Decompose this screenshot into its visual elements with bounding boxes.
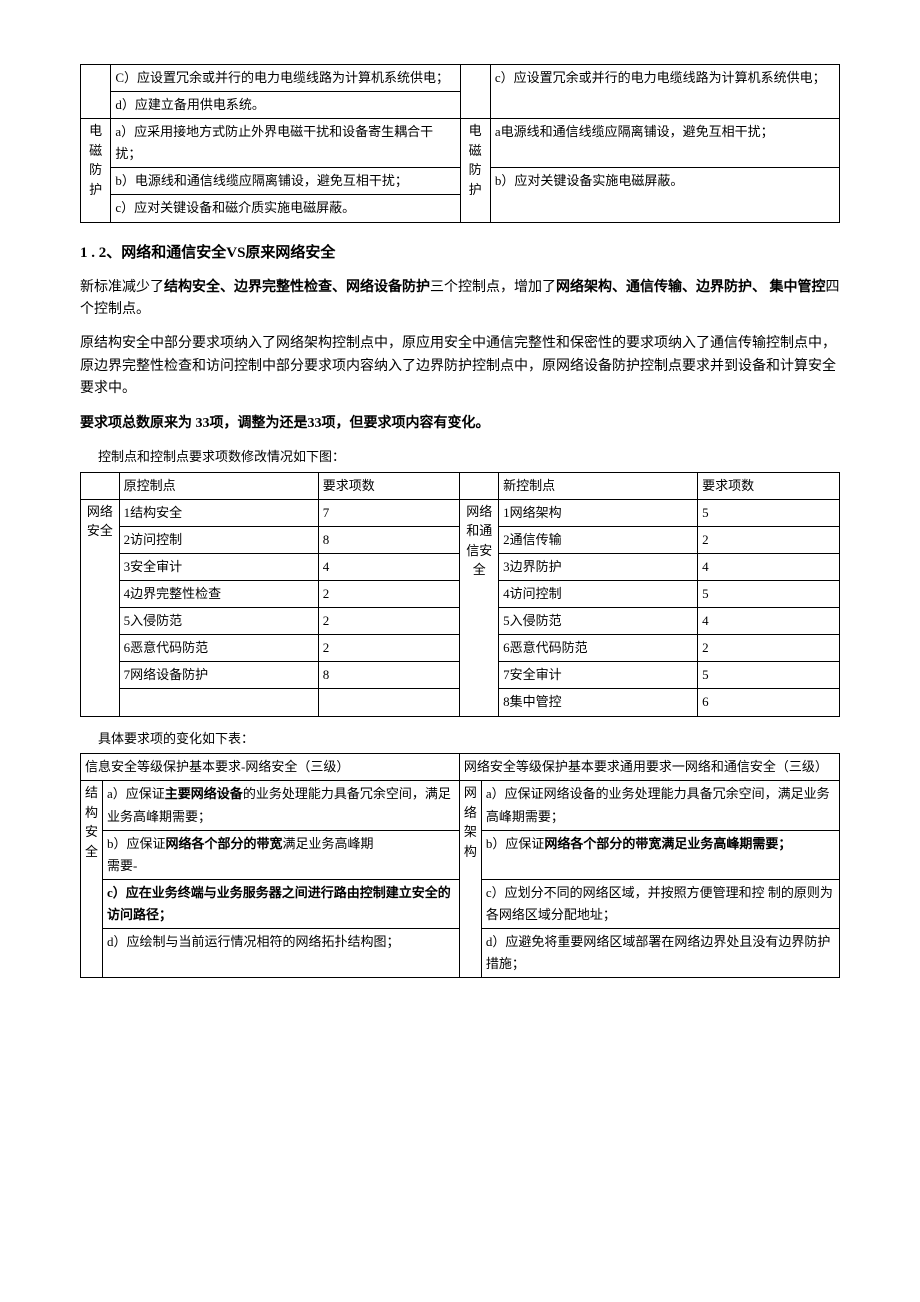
t1-left-g2-label: 电磁防护	[81, 119, 111, 222]
t3-left-r3: c）应在业务终端与业务服务器之间进行路由控制建立安全的访问路径；	[103, 879, 460, 928]
t2-ln: 7	[318, 499, 460, 526]
t3-left-header: 信息安全等级保护基本要求-网络安全（三级）	[81, 754, 460, 781]
t3-left-r2: b）应保证网络各个部分的带宽满足业务高峰期需要-	[103, 830, 460, 879]
t3-right-r2: b）应保证网络各个部分的带宽满足业务高峰期需要；	[481, 830, 839, 879]
table-control-points: 原控制点 要求项数 新控制点 要求项数 网络安全 1结构安全 7 网络和通信安全…	[80, 472, 840, 717]
t2-h2: 要求项数	[318, 472, 460, 499]
t3-left-label: 结构安全	[81, 781, 103, 978]
t1-left-g2-r3: c）应对关键设备和磁介质实施电磁屏蔽。	[111, 195, 460, 222]
table-requirement-changes: 信息安全等级保护基本要求-网络安全（三级） 网络安全等级保护基本要求通用要求一网…	[80, 753, 840, 978]
table2-caption: 控制点和控制点要求项数修改情况如下图：	[98, 447, 840, 468]
section-p3: 要求项总数原来为 33项，调整为还是33项，但要求项内容有变化。	[80, 413, 840, 435]
t1-right-g2-r1: a电源线和通信线缆应隔离铺设，避免互相干扰；	[490, 119, 839, 168]
t3-left-r1: a）应保证主要网络设备的业务处理能力具备冗余空间，满足业务高峰期需要；	[103, 781, 460, 830]
t3-right-r3: c）应划分不同的网络区域，并按照方便管理和控 制的原则为各网络区域分配地址；	[481, 879, 839, 928]
t2-rc: 1网络架构	[499, 499, 698, 526]
t1-right-g2-label: 电磁防护	[460, 119, 490, 222]
t1-left-g2-r1: a）应采用接地方式防止外界电磁干扰和设备寄生耦合干扰；	[111, 119, 460, 168]
t3-right-r1: a）应保证网络设备的业务处理能力具备冗余空间，满足业务高峰期需要；	[481, 781, 839, 830]
t3-left-r4: d）应绘制与当前运行情况相符的网络拓扑结构图；	[103, 929, 460, 978]
t1-left-g1-r2: d）应建立备用供电系统。	[111, 92, 460, 119]
section-p1: 新标准减少了结构安全、边界完整性检查、网络设备防护三个控制点，增加了网络架构、通…	[80, 277, 840, 322]
right-group1-label	[460, 65, 490, 119]
t1-left-g1-r1: C）应设置冗余或并行的电力电缆线路为计算机系统供电；	[111, 65, 460, 92]
t2-right-label: 网络和通信安全	[460, 499, 499, 716]
t2-rn: 5	[698, 499, 840, 526]
table-electric-emc: C）应设置冗余或并行的电力电缆线路为计算机系统供电； c）应设置冗余或并行的电力…	[80, 64, 840, 223]
section-heading: 1 . 2、网络和通信安全VS原来网络安全	[80, 241, 840, 265]
t1-left-g2-r2: b）电源线和通信线缆应隔离铺设，避免互相干扰；	[111, 168, 460, 195]
t2-lc: 1结构安全	[119, 499, 318, 526]
t2-left-label: 网络安全	[81, 499, 120, 716]
t3-right-r4: d）应避免将重要网络区域部署在网络边界处且没有边界防护措施；	[481, 929, 839, 978]
t1-right-g1-r1: c）应设置冗余或并行的电力电缆线路为计算机系统供电；	[490, 65, 839, 119]
section-p2: 原结构安全中部分要求项纳入了网络架构控制点中，原应用安全中通信完整性和保密性的要…	[80, 333, 840, 400]
t3-right-label: 网络架构	[459, 781, 481, 978]
t2-h1: 原控制点	[119, 472, 318, 499]
t3-right-header: 网络安全等级保护基本要求通用要求一网络和通信安全（三级）	[459, 754, 839, 781]
t2-h4: 要求项数	[698, 472, 840, 499]
left-group1-label	[81, 65, 111, 119]
t2-h3: 新控制点	[499, 472, 698, 499]
table3-caption: 具体要求项的变化如下表：	[98, 729, 840, 750]
t1-right-g2-r2: b）应对关键设备实施电磁屏蔽。	[490, 168, 839, 222]
